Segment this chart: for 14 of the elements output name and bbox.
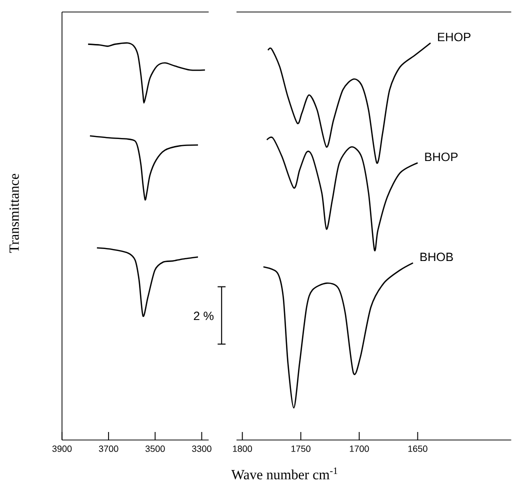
x-tick-label: 3900 xyxy=(52,446,72,452)
x-tick-label: 1800 xyxy=(233,446,252,452)
x-tick-label: 1750 xyxy=(291,446,310,452)
x-tick-label: 1700 xyxy=(350,446,369,452)
series-label: BHOB xyxy=(420,252,453,262)
x-tick-label: 3700 xyxy=(98,446,118,452)
series-label: EHOP xyxy=(438,32,470,42)
series-label: BHOP xyxy=(425,152,458,162)
x-tick-label: 1650 xyxy=(408,446,428,452)
x-tick-label: 3300 xyxy=(192,446,212,452)
x-axis-title: Wave number cm$^{-1}$ xyxy=(231,468,338,480)
y-axis-title: Transmittance xyxy=(9,174,19,253)
annotation: 2 % xyxy=(194,312,214,320)
x-tick-label: 3500 xyxy=(145,446,165,452)
